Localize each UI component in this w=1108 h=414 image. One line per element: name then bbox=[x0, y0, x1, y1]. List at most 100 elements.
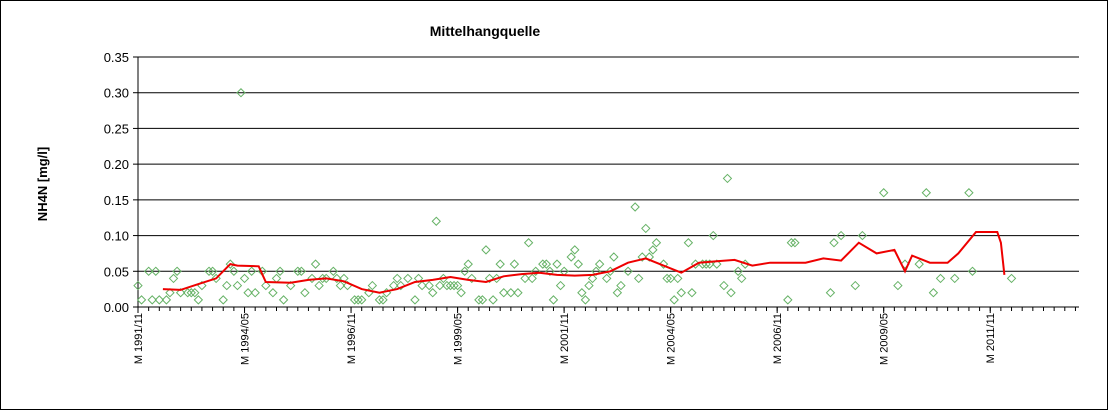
data-point bbox=[378, 295, 388, 305]
data-point bbox=[577, 288, 587, 298]
data-point bbox=[218, 295, 228, 305]
data-point bbox=[928, 288, 939, 298]
data-point bbox=[513, 288, 523, 298]
data-point bbox=[353, 295, 363, 305]
data-point bbox=[644, 252, 655, 262]
data-point bbox=[175, 288, 186, 298]
data-point bbox=[190, 288, 200, 298]
data-point bbox=[236, 88, 246, 98]
data-point bbox=[893, 280, 903, 291]
data-point bbox=[374, 295, 385, 305]
y-tick-label: 0.35 bbox=[104, 50, 129, 65]
data-point bbox=[736, 273, 747, 284]
data-point bbox=[168, 273, 179, 284]
data-point bbox=[445, 280, 456, 291]
data-point bbox=[1006, 273, 1017, 284]
data-point bbox=[229, 266, 239, 276]
data-point bbox=[829, 238, 839, 248]
data-point bbox=[665, 273, 676, 284]
data-point bbox=[527, 273, 537, 284]
data-point bbox=[580, 295, 591, 305]
data-point bbox=[676, 288, 687, 298]
data-point bbox=[673, 273, 683, 284]
data-point bbox=[392, 273, 402, 284]
data-point bbox=[403, 273, 413, 284]
data-point bbox=[477, 295, 488, 305]
data-point bbox=[183, 288, 193, 298]
data-point bbox=[587, 273, 598, 284]
data-point bbox=[570, 245, 580, 255]
data-point bbox=[825, 288, 836, 298]
data-point bbox=[566, 252, 576, 262]
data-point bbox=[293, 266, 303, 276]
y-tick-labels: 0.00 0.05 0.10 0.15 0.20 0.25 0.30 0.35 bbox=[104, 50, 129, 315]
data-point bbox=[836, 230, 846, 241]
y-tick-label: 0.30 bbox=[104, 86, 129, 101]
data-point bbox=[726, 288, 736, 298]
data-point bbox=[630, 202, 640, 212]
y-axis-label: NH4N [mg/l] bbox=[35, 147, 50, 221]
data-point bbox=[651, 238, 662, 248]
data-point bbox=[310, 259, 321, 269]
data-point bbox=[538, 259, 548, 269]
x-tick-label: M 1994/05 bbox=[240, 313, 252, 365]
data-point bbox=[552, 259, 562, 269]
data-point bbox=[335, 280, 346, 291]
data-point bbox=[428, 288, 438, 298]
data-point bbox=[154, 295, 165, 305]
y-tick-label: 0.00 bbox=[104, 300, 129, 315]
data-point bbox=[555, 280, 566, 291]
data-point bbox=[193, 295, 204, 305]
data-point bbox=[332, 273, 342, 284]
data-point bbox=[268, 288, 278, 298]
data-point bbox=[733, 266, 743, 276]
data-point bbox=[151, 266, 161, 276]
data-point bbox=[467, 273, 477, 284]
data-point bbox=[609, 252, 619, 262]
data-point bbox=[683, 238, 694, 248]
data-point bbox=[616, 280, 626, 291]
data-point bbox=[165, 288, 175, 298]
y-tick-label: 0.20 bbox=[104, 157, 129, 172]
axes bbox=[133, 56, 1079, 313]
data-point bbox=[633, 273, 644, 284]
data-point bbox=[921, 188, 932, 198]
data-point bbox=[136, 295, 147, 305]
data-point bbox=[161, 295, 172, 305]
data-point bbox=[591, 266, 601, 276]
data-point bbox=[307, 273, 317, 284]
data-point bbox=[783, 295, 793, 305]
data-point bbox=[967, 266, 978, 276]
data-point bbox=[232, 280, 243, 291]
x-tick-label: M 2009/05 bbox=[879, 313, 891, 365]
data-point bbox=[687, 288, 697, 298]
data-point bbox=[648, 245, 658, 255]
data-point bbox=[662, 273, 672, 284]
data-point bbox=[495, 259, 505, 269]
data-point bbox=[456, 288, 466, 298]
data-point bbox=[541, 259, 552, 269]
data-point bbox=[935, 273, 946, 284]
data-point bbox=[530, 266, 541, 276]
x-tick-label: M 1999/05 bbox=[453, 313, 465, 365]
data-point bbox=[790, 238, 800, 248]
gridlines bbox=[138, 56, 1079, 272]
data-point bbox=[300, 288, 310, 298]
data-point bbox=[225, 259, 236, 269]
data-point bbox=[914, 259, 924, 269]
data-point bbox=[900, 259, 910, 269]
data-point bbox=[410, 295, 420, 305]
data-point bbox=[623, 266, 633, 276]
x-tick-label: M 2006/11 bbox=[772, 313, 784, 364]
x-tick-label: M 1991/11 bbox=[133, 313, 145, 364]
data-point bbox=[602, 273, 612, 284]
data-point bbox=[435, 280, 445, 291]
data-point bbox=[250, 288, 260, 298]
data-point bbox=[612, 288, 623, 298]
data-point bbox=[424, 280, 434, 291]
data-point bbox=[261, 280, 271, 291]
data-point bbox=[545, 266, 555, 276]
data-point bbox=[431, 216, 441, 226]
